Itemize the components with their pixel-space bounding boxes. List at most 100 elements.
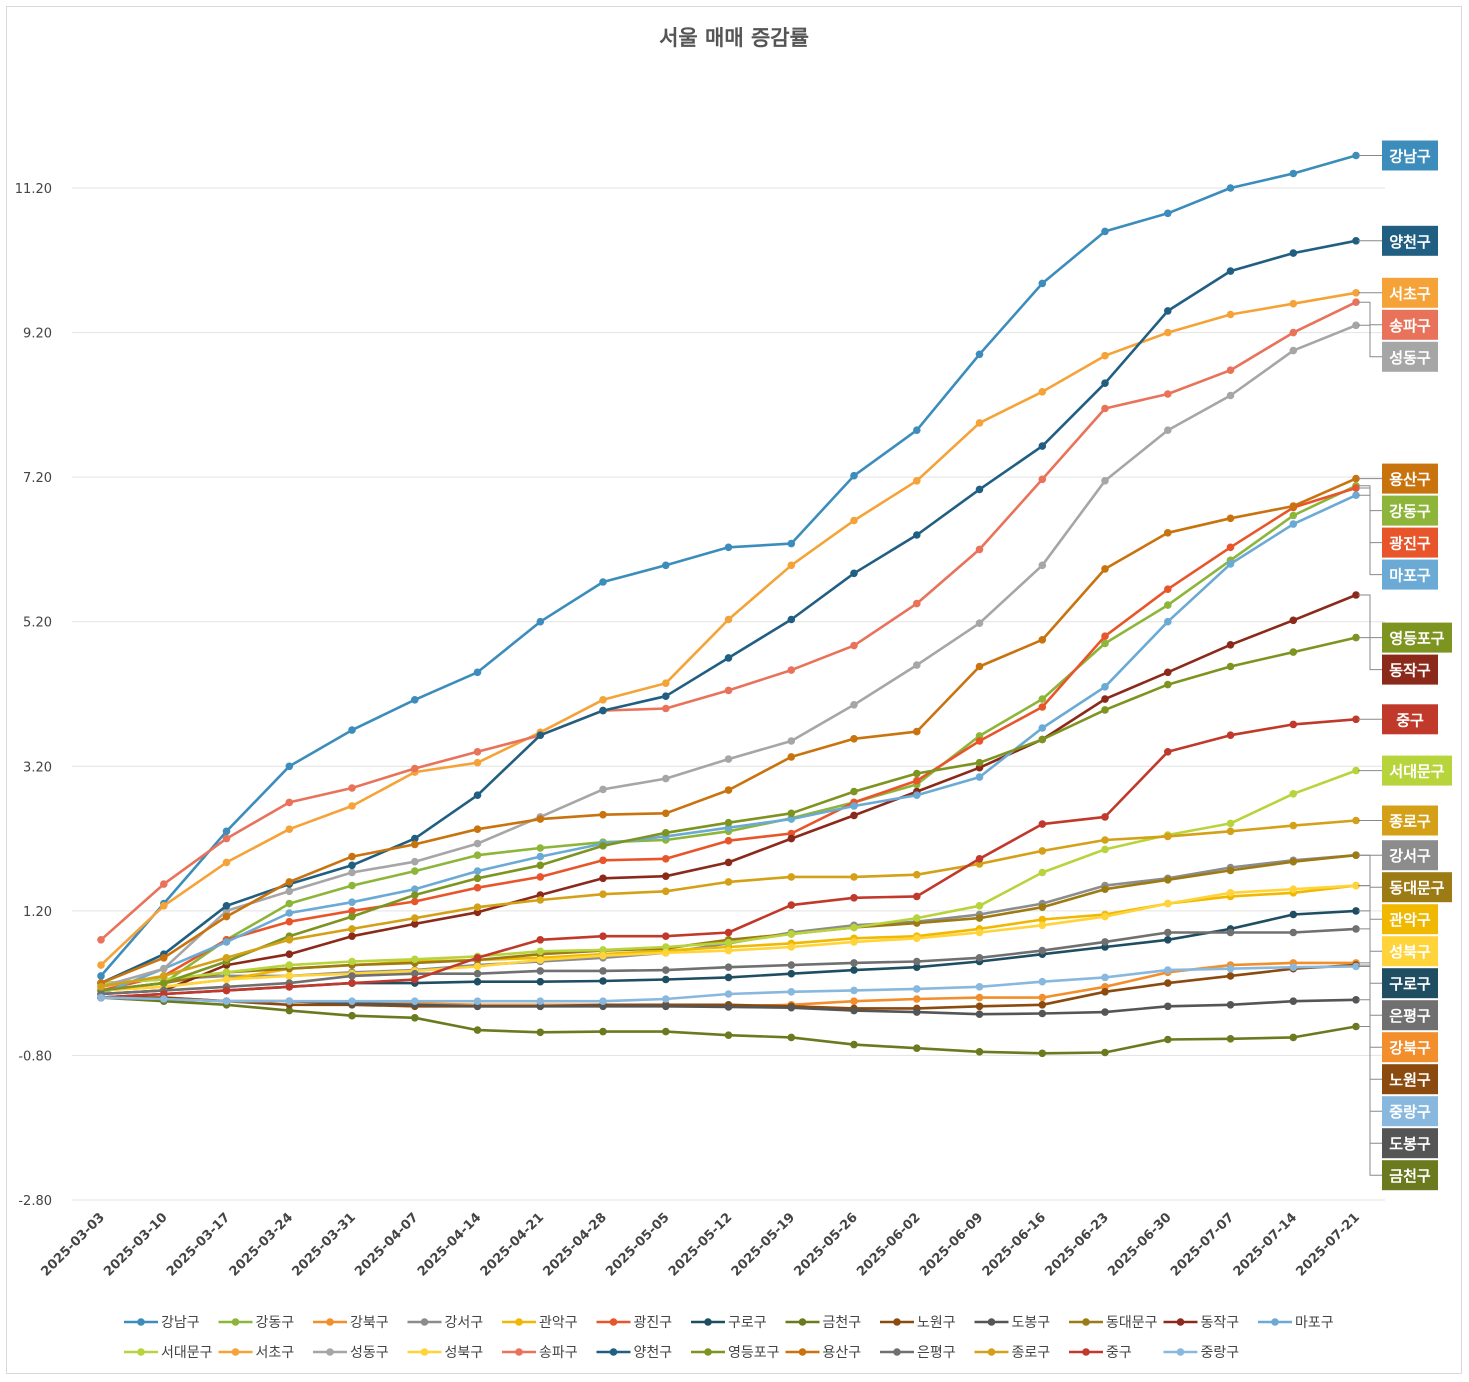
leader-line	[1358, 594, 1382, 671]
data-point	[662, 774, 670, 783]
x-axis: 2025-03-032025-03-102025-03-172025-03-24…	[38, 1210, 1362, 1279]
data-point	[222, 986, 231, 995]
data-point	[473, 851, 482, 859]
x-tick-label: 2025-03-17	[164, 1210, 233, 1279]
data-point	[222, 858, 231, 867]
data-point	[1352, 851, 1360, 859]
data-point	[1038, 636, 1047, 644]
data-point	[285, 950, 294, 958]
data-point	[285, 762, 294, 771]
data-point	[724, 963, 733, 971]
data-point	[724, 615, 733, 624]
data-point	[913, 776, 921, 785]
data-point	[1038, 475, 1047, 484]
end-label-노원구: 노원구	[1358, 964, 1438, 1095]
end-label-서초구: 서초구	[1358, 277, 1438, 308]
data-point	[975, 773, 984, 781]
data-point	[1289, 520, 1298, 528]
legend-label: 광진구	[634, 1315, 673, 1331]
data-point	[913, 791, 921, 799]
data-point	[1164, 936, 1172, 944]
data-point	[975, 737, 984, 745]
data-point	[1289, 648, 1298, 656]
data-point	[1352, 289, 1360, 297]
data-point	[913, 599, 921, 608]
data-point	[1164, 748, 1172, 756]
data-point	[1164, 617, 1172, 626]
data-point	[1038, 993, 1047, 1002]
series-서초구	[97, 289, 1360, 969]
data-point	[724, 755, 733, 763]
data-point	[348, 726, 356, 734]
data-point	[411, 920, 419, 928]
data-point	[850, 1040, 858, 1049]
x-tick-label: 2025-06-23	[1042, 1210, 1111, 1279]
legend-marker	[893, 1348, 901, 1356]
legend-marker	[231, 1348, 240, 1356]
data-point	[536, 873, 545, 881]
data-point	[1289, 511, 1298, 520]
data-point	[1352, 962, 1360, 971]
data-point	[1289, 885, 1298, 893]
x-tick-label: 2025-03-31	[289, 1210, 358, 1279]
leader-line	[1358, 324, 1382, 358]
data-point	[787, 753, 796, 761]
data-point	[1038, 279, 1047, 288]
x-tick-label: 2025-07-07	[1168, 1210, 1237, 1279]
end-label-동작구: 동작구	[1358, 594, 1438, 685]
data-point	[662, 932, 670, 940]
end-label-강남구: 강남구	[1358, 140, 1438, 171]
legend-marker	[137, 1318, 145, 1326]
data-point	[850, 802, 858, 810]
data-point	[1101, 973, 1109, 982]
data-point	[1352, 925, 1360, 933]
legend-marker	[798, 1348, 807, 1356]
data-point	[662, 1002, 670, 1011]
data-point	[850, 787, 858, 796]
data-point	[1101, 885, 1109, 893]
data-point	[1164, 1035, 1172, 1044]
data-point	[536, 731, 545, 739]
data-point	[1289, 910, 1298, 919]
data-point	[1164, 328, 1172, 337]
data-point	[662, 943, 670, 951]
data-point	[1352, 491, 1360, 500]
series-line	[100, 154, 1357, 977]
data-point	[724, 990, 733, 998]
data-point	[285, 798, 294, 807]
data-point	[850, 811, 858, 820]
data-point	[1101, 404, 1109, 413]
end-label-text: 성북구	[1389, 943, 1431, 961]
end-label-text: 도봉구	[1389, 1135, 1431, 1153]
data-point	[285, 1006, 294, 1015]
data-point	[1289, 857, 1298, 866]
data-point	[473, 874, 482, 883]
series-line	[100, 477, 1357, 985]
data-point	[850, 873, 858, 881]
legend-marker	[1082, 1348, 1090, 1356]
data-point	[1352, 474, 1360, 483]
end-label-box	[1382, 654, 1438, 685]
data-point	[285, 961, 294, 969]
data-point	[411, 897, 419, 906]
data-point	[1289, 169, 1298, 178]
data-point	[1226, 560, 1235, 568]
data-point	[1352, 151, 1360, 160]
data-point	[473, 997, 482, 1005]
data-point	[473, 758, 482, 767]
legend-label: 중랑구	[1201, 1345, 1240, 1361]
x-tick-label: 2025-04-14	[415, 1210, 484, 1279]
legend-marker	[1271, 1318, 1279, 1326]
data-point	[599, 842, 607, 850]
legend-marker	[515, 1348, 523, 1356]
data-point	[975, 993, 984, 1002]
data-point	[1164, 680, 1172, 689]
x-tick-label: 2025-04-28	[540, 1210, 609, 1279]
data-point	[599, 856, 607, 865]
data-point	[411, 975, 419, 984]
legend-marker	[609, 1318, 618, 1326]
legend-marker	[231, 1318, 240, 1326]
data-point	[1352, 321, 1360, 330]
data-point	[536, 967, 545, 975]
data-point	[1038, 903, 1047, 911]
